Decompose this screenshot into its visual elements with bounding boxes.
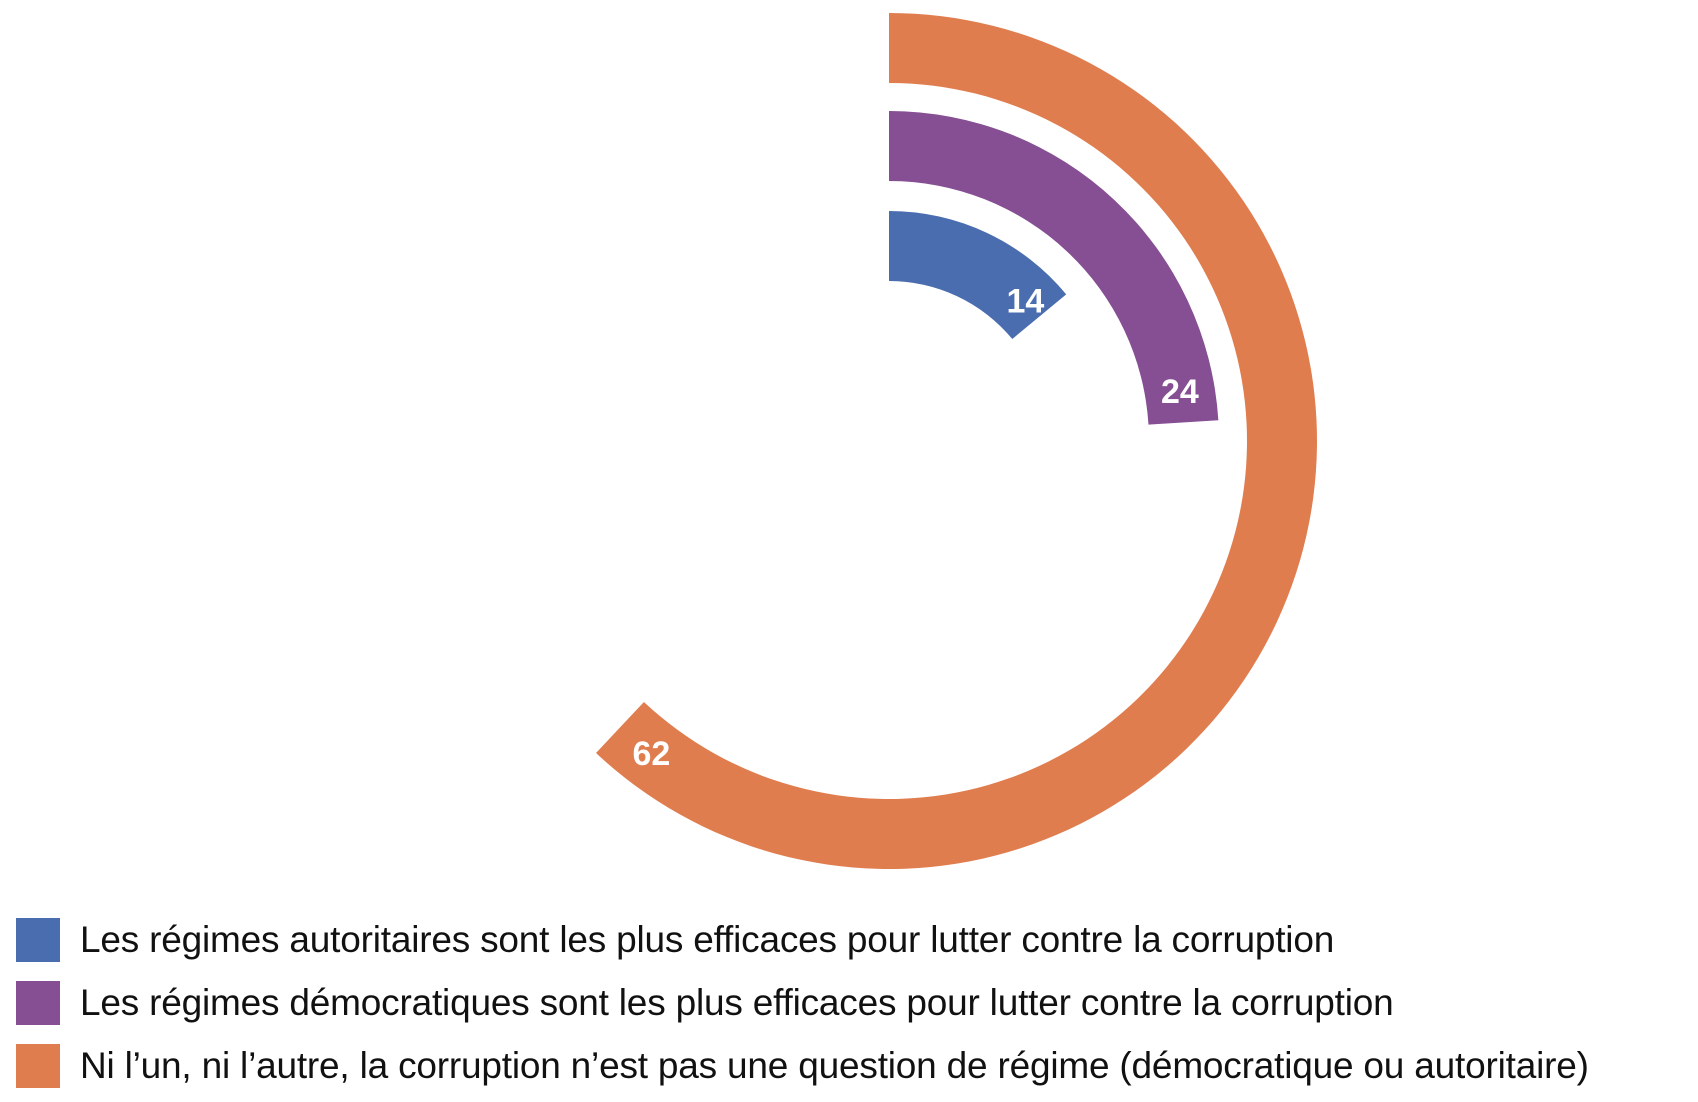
data-label-ni-lun-ni-lautre: 62 [632, 735, 670, 773]
legend: Les régimes autoritaires sont les plus e… [16, 908, 1589, 1097]
data-label-democratiques: 24 [1161, 373, 1199, 411]
legend-label: Les régimes autoritaires sont les plus e… [80, 918, 1335, 960]
radial-bar-democratiques [889, 111, 1219, 425]
legend-item-ni-lun-ni-lautre: Ni l’un, ni l’autre, la corruption n’est… [16, 1034, 1589, 1097]
legend-swatch-purple [16, 980, 60, 1025]
data-label-autoritaires: 14 [1007, 283, 1045, 321]
radial-bar-ni-lun-ni-lautre [596, 13, 1317, 869]
legend-label: Ni l’un, ni l’autre, la corruption n’est… [80, 1044, 1589, 1086]
legend-item-autoritaires: Les régimes autoritaires sont les plus e… [16, 908, 1589, 971]
legend-item-democratiques: Les régimes démocratiques sont les plus … [16, 971, 1589, 1034]
legend-label: Les régimes démocratiques sont les plus … [80, 981, 1394, 1023]
radial-bar-autoritaires [889, 211, 1067, 340]
legend-swatch-blue [16, 917, 60, 962]
legend-swatch-orange [16, 1043, 60, 1088]
